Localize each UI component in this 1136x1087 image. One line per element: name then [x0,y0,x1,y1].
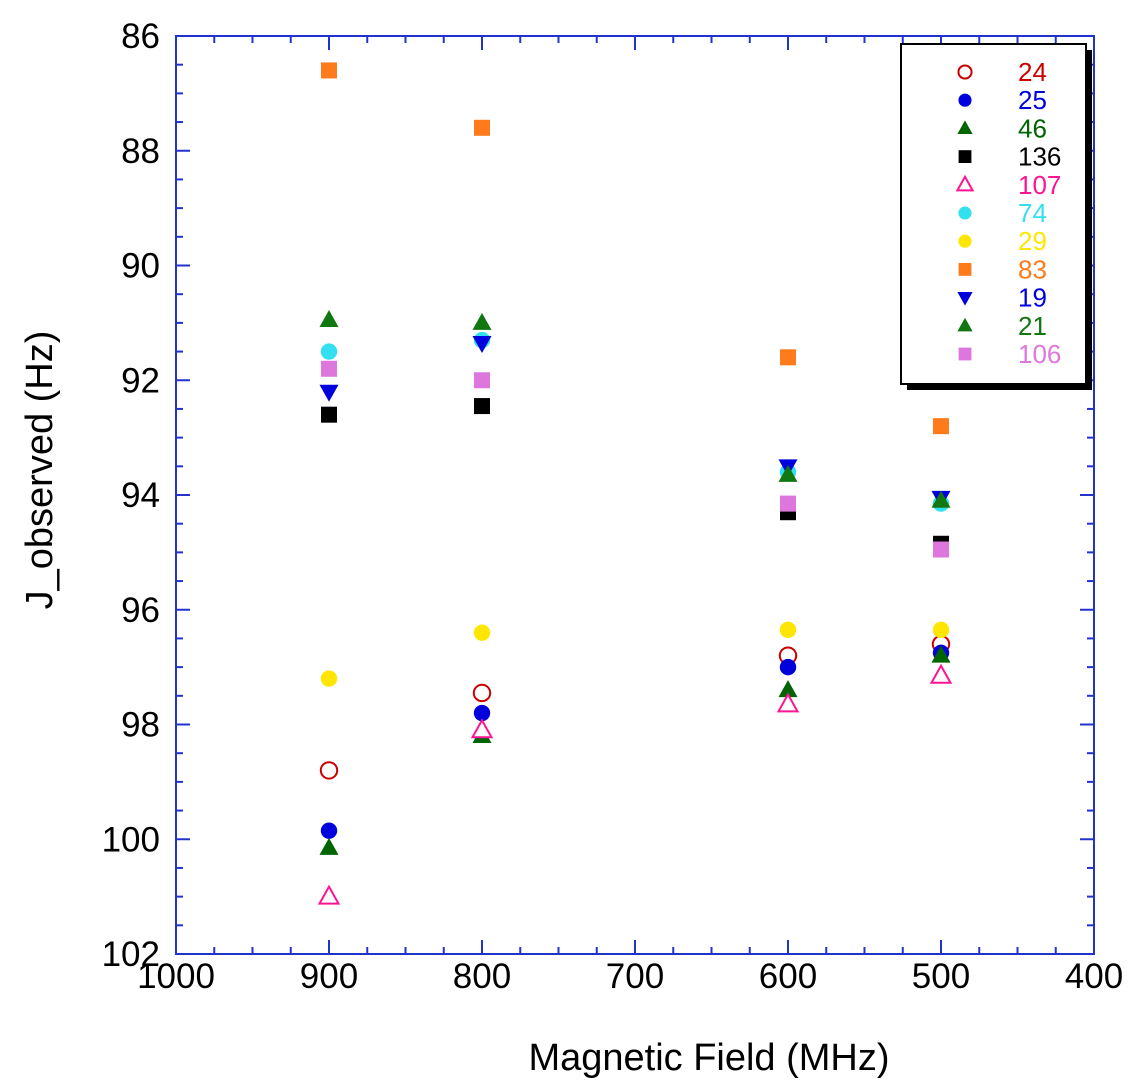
data-point-21 [931,490,951,508]
y-axis-label: J_observed (Hz) [19,331,61,610]
data-point-21 [778,464,798,482]
x-tick-label: 600 [759,957,817,996]
legend-marker-29 [958,234,972,248]
data-point-46 [931,645,951,663]
data-point-29 [779,621,797,639]
x-tick-label: 900 [300,957,358,996]
legend-marker-83 [958,263,972,276]
data-point-107 [776,692,800,713]
data-point-29 [473,624,491,641]
data-point-25 [473,704,491,722]
legend-label-29: 29 [1018,226,1047,256]
legend-label-19: 19 [1018,283,1047,313]
data-point-83 [321,62,337,79]
y-tick-label: 94 [121,476,160,515]
data-point-19 [472,335,492,353]
legend-label-74: 74 [1018,198,1047,228]
legend-box [900,43,1087,385]
data-point-21 [319,310,339,328]
y-tick-label: 100 [102,820,160,859]
legend-marker-21 [957,317,973,332]
legend-label-83: 83 [1018,254,1047,284]
data-point-25 [779,658,797,676]
data-point-46 [778,680,798,698]
legend-marker-74 [958,206,972,220]
data-point-74 [320,343,338,360]
axis-ticks [175,35,1095,955]
x-tick-label: 800 [453,957,511,996]
legend-label-106: 106 [1018,339,1061,369]
x-tick-label: 500 [912,957,970,996]
legend-label-24: 24 [1018,57,1047,87]
legend-marker-136 [958,150,972,163]
data-point-107 [929,663,953,684]
data-point-136 [474,398,490,415]
data-point-83 [474,119,490,136]
data-point-106 [780,495,796,512]
data-point-29 [932,621,950,639]
legend-marker-106 [958,347,972,361]
data-point-19 [319,384,339,402]
data-point-24 [319,761,339,780]
data-point-136 [321,406,337,423]
data-point-107 [317,884,341,905]
data-point-106 [474,372,490,389]
x-tick-label: 700 [606,957,664,996]
tick-labels: 1000 900 800 700 600 500 400 86 88 90 92 94 96 98 100 1… [102,17,1124,996]
y-tick-label: 98 [121,706,160,745]
data-points [317,62,953,905]
legend-label-46: 46 [1018,113,1047,143]
y-tick-label: 86 [121,17,160,56]
data-point-106 [321,360,337,377]
data-point-106 [933,541,949,558]
y-tick-label: 90 [121,247,160,286]
legend-marker-107 [955,174,975,192]
data-point-83 [933,418,949,435]
data-point-25 [320,822,338,839]
data-point-46 [319,837,339,855]
legend-marker-24 [957,64,973,80]
data-point-24 [472,683,492,703]
y-tick-label: 102 [102,935,160,974]
y-tick-label: 92 [121,361,160,400]
legend-label-136: 136 [1018,142,1061,172]
data-point-21 [472,312,492,330]
x-tick-label: 1000 [137,957,215,996]
data-point-83 [780,349,796,366]
x-tick-label: 400 [1065,957,1123,996]
legend-marker-46 [957,120,973,134]
legend-label-25: 25 [1018,85,1047,115]
legend-label-21: 21 [1018,311,1047,341]
x-axis-label: Magnetic Field (MHz) [528,1037,889,1079]
y-tick-label: 96 [121,591,160,630]
data-point-107 [470,718,494,739]
y-tick-label: 88 [121,132,160,171]
legend-label-107: 107 [1018,170,1061,200]
legend-marker-19 [957,292,973,306]
data-point-29 [320,670,338,687]
legend-marker-25 [958,93,972,107]
